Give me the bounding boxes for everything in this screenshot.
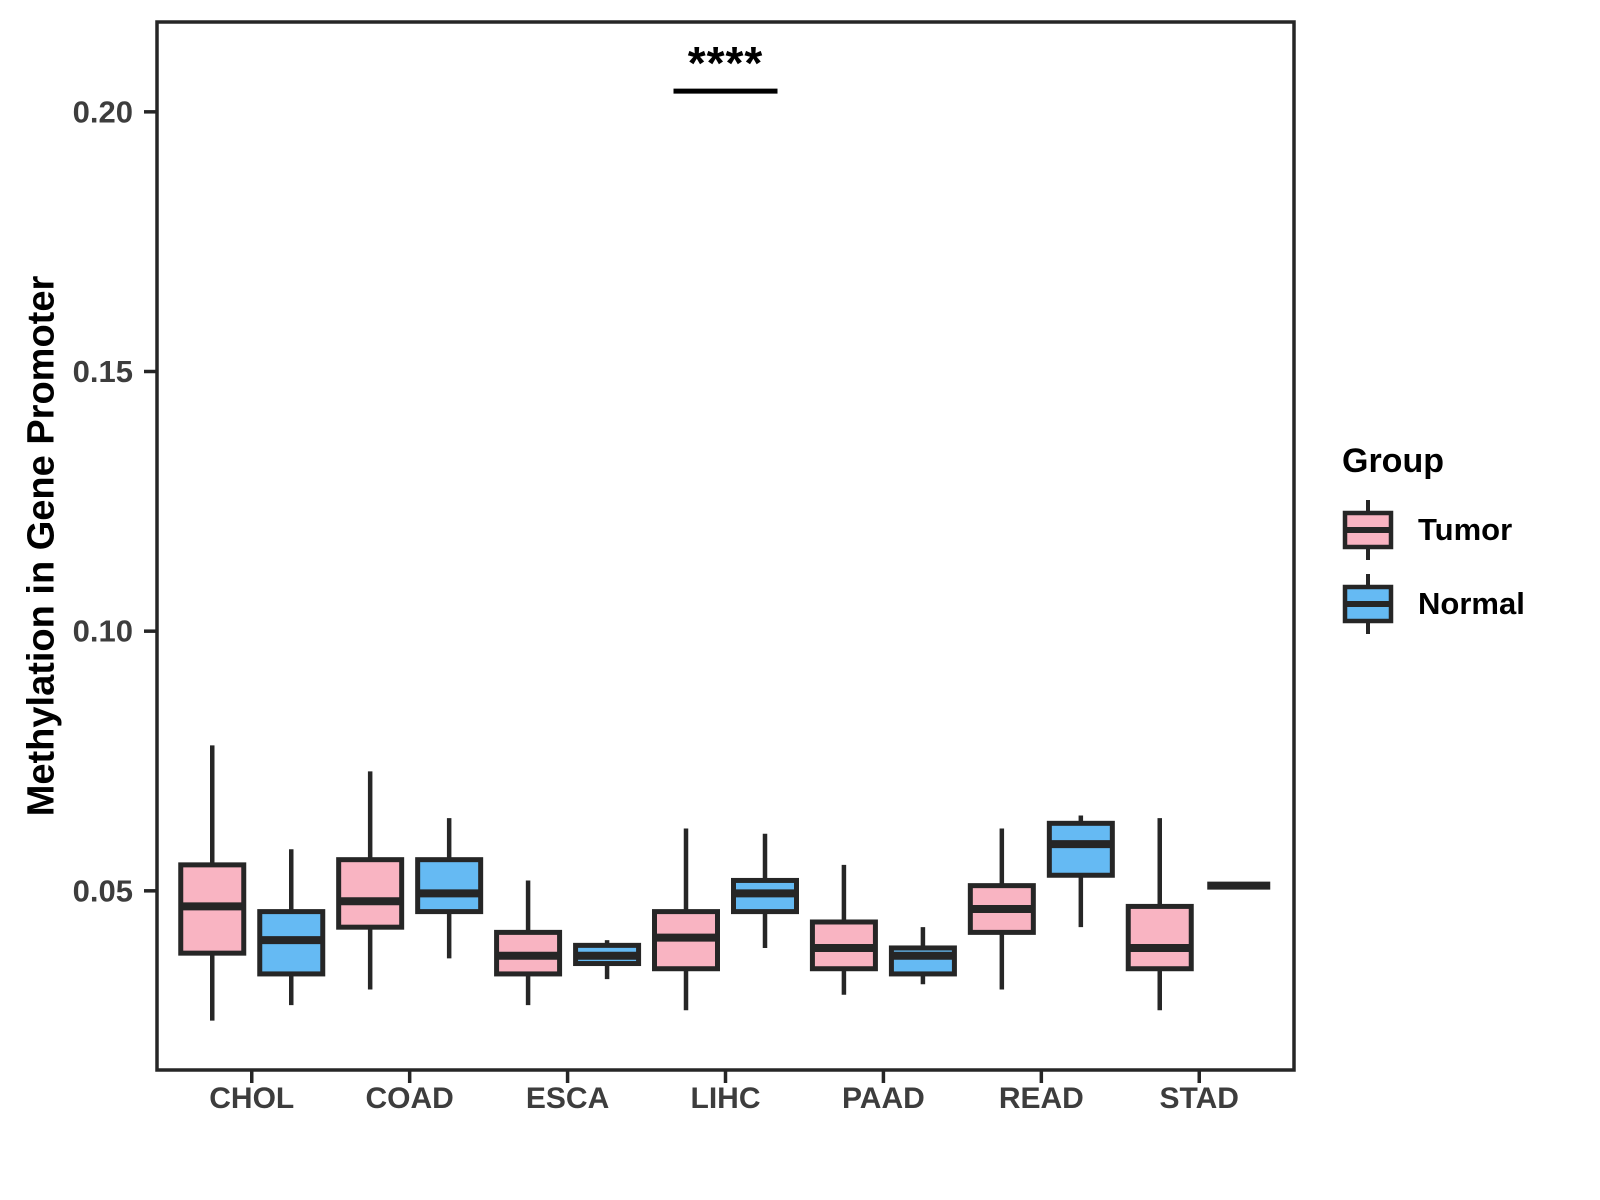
box-chol-normal	[257, 849, 326, 1006]
box-esca-tumor	[494, 880, 563, 1006]
normal-boxplot-glyph	[1342, 574, 1394, 634]
x-tick-label-coad: COAD	[365, 1082, 453, 1115]
x-tick-label-lihc: LIHC	[691, 1082, 761, 1115]
box-lihc-tumor	[652, 828, 720, 1011]
iqr-box	[1046, 820, 1115, 878]
box-coad-normal	[415, 818, 484, 959]
y-axis-title: Methylation in Gene Promoter	[20, 275, 63, 817]
box-coad-tumor	[336, 771, 405, 990]
iqr-box	[1125, 903, 1194, 972]
iqr-box	[336, 857, 405, 930]
y-tick-label: 0.05	[73, 873, 133, 908]
legend-entry-normal: Normal	[1338, 569, 1525, 639]
iqr-box	[415, 857, 484, 915]
x-tick-label-paad: PAAD	[842, 1082, 925, 1115]
box-esca-normal	[573, 940, 642, 980]
box-chol-tumor	[178, 745, 247, 1021]
x-tick-label-esca: ESCA	[526, 1082, 609, 1115]
legend: Group Tumor Normal	[1338, 442, 1525, 643]
panel-border	[155, 20, 1296, 1072]
box-stad-tumor	[1125, 818, 1194, 1011]
y-tick-label: 0.10	[73, 614, 133, 649]
box-lihc-normal	[731, 833, 799, 948]
y-tick-label: 0.20	[73, 94, 133, 129]
box-paad-tumor	[809, 864, 878, 995]
x-tick-label-chol: CHOL	[209, 1082, 294, 1115]
x-tick-label-read: READ	[999, 1082, 1084, 1115]
box-read-tumor	[967, 828, 1036, 990]
legend-entry-tumor: Tumor	[1338, 495, 1525, 565]
legend-title: Group	[1342, 442, 1444, 480]
y-tick-label: 0.15	[73, 354, 133, 389]
x-tick-label-stad: STAD	[1160, 1082, 1239, 1115]
box-paad-normal	[888, 927, 957, 985]
box-read-normal	[1046, 815, 1115, 928]
legend-label-normal: Normal	[1418, 586, 1525, 621]
legend-label-tumor: Tumor	[1418, 512, 1513, 547]
tumor-boxplot-glyph	[1342, 500, 1394, 560]
significance-stars: ****	[688, 37, 764, 89]
